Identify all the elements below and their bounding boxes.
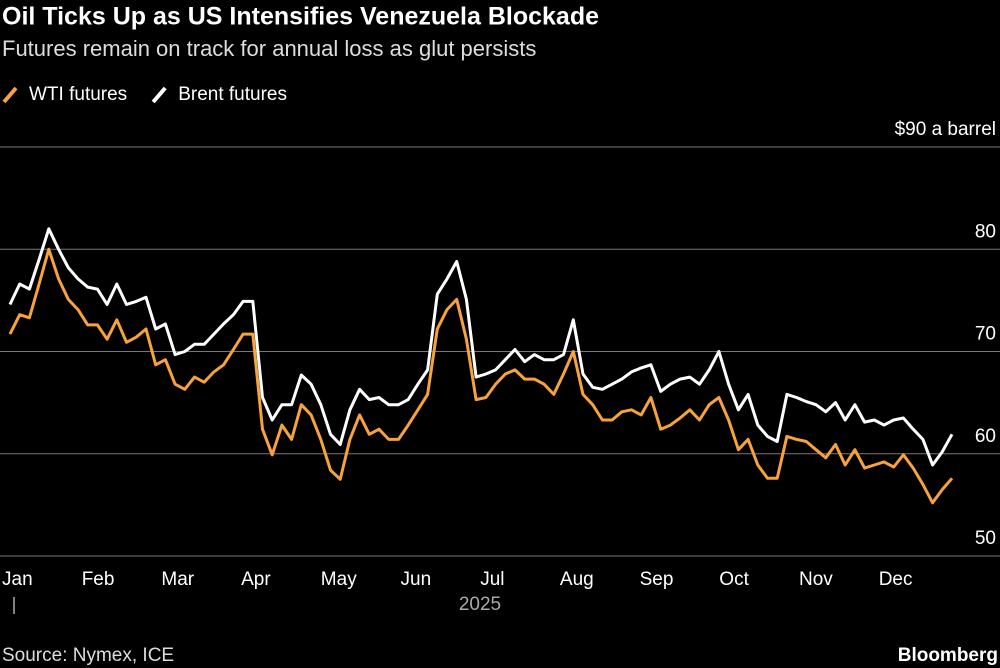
x-tick-label: Apr: [241, 569, 271, 590]
y-tick-label: 80: [975, 221, 996, 242]
x-tick-label: Jun: [401, 569, 432, 590]
x-tick-label: Jul: [480, 569, 504, 590]
legend-label: Brent futures: [178, 84, 287, 105]
x-tick-label: May: [321, 569, 357, 590]
x-tick-label: Feb: [82, 569, 115, 590]
legend-swatch: [151, 86, 167, 104]
legend-label: WTI futures: [29, 84, 127, 105]
chart-subtitle: Futures remain on track for annual loss …: [2, 36, 536, 61]
source: Source: Nymex, ICE: [2, 645, 174, 666]
x-tick-label: Jan: [2, 569, 33, 590]
year-label: 2025: [459, 594, 501, 615]
x-tick-label: Aug: [560, 569, 594, 590]
y-tick-label: 50: [975, 528, 996, 549]
legend-swatch: [2, 86, 18, 104]
x-tick-label: Oct: [719, 569, 749, 590]
chart-title: Oil Ticks Up as US Intensifies Venezuela…: [2, 3, 599, 31]
y-tick-label: $90 a barrel: [895, 119, 996, 140]
x-tick-label: Sep: [640, 569, 674, 590]
brand: Bloomberg: [898, 645, 998, 666]
x-tick-label: Mar: [161, 569, 194, 590]
y-tick-label: 70: [975, 324, 996, 345]
x-tick-label: Nov: [799, 569, 833, 590]
line-series: [8, 247, 954, 505]
x-tick-label: Dec: [879, 569, 913, 590]
line-series: [8, 227, 954, 467]
y-tick-label: 60: [975, 426, 996, 447]
